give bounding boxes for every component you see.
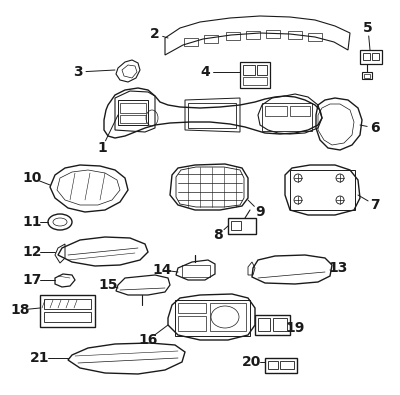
Bar <box>184 38 198 45</box>
Bar <box>268 361 278 369</box>
Bar <box>288 31 302 39</box>
Text: 14: 14 <box>152 263 172 277</box>
Bar <box>240 62 270 88</box>
Text: 1: 1 <box>97 141 107 155</box>
Text: 8: 8 <box>213 228 223 242</box>
Text: 16: 16 <box>138 333 158 347</box>
Bar <box>280 361 294 369</box>
Bar <box>246 31 260 39</box>
Bar <box>228 218 256 234</box>
Text: 2: 2 <box>150 27 160 41</box>
Text: 13: 13 <box>328 261 348 275</box>
Bar <box>372 53 379 60</box>
Bar <box>204 34 218 43</box>
Text: 17: 17 <box>22 273 42 287</box>
Bar <box>290 170 355 210</box>
Text: 3: 3 <box>73 65 83 79</box>
Bar <box>178 316 206 331</box>
Bar <box>175 300 250 336</box>
Bar <box>290 106 310 116</box>
Text: 5: 5 <box>363 21 373 35</box>
Bar <box>188 103 236 128</box>
Bar <box>178 303 206 313</box>
Bar <box>257 65 267 75</box>
Bar <box>182 265 210 277</box>
Bar <box>265 106 287 116</box>
Text: 20: 20 <box>242 355 262 369</box>
Text: 21: 21 <box>30 351 50 365</box>
Bar <box>120 115 146 123</box>
Bar <box>362 72 372 79</box>
Bar <box>265 358 297 373</box>
Text: 19: 19 <box>285 321 305 335</box>
Bar <box>120 103 146 113</box>
Bar <box>44 312 91 322</box>
Text: 7: 7 <box>370 198 380 212</box>
Bar <box>44 299 91 309</box>
Text: 6: 6 <box>370 121 380 135</box>
Text: 9: 9 <box>255 205 265 219</box>
Text: 10: 10 <box>22 171 42 185</box>
Text: 4: 4 <box>200 65 210 79</box>
Bar <box>273 318 287 331</box>
Bar <box>255 315 290 335</box>
Bar <box>243 77 267 85</box>
Bar <box>243 65 255 75</box>
Bar <box>360 50 382 64</box>
Bar <box>266 30 280 38</box>
Bar <box>262 103 312 131</box>
Bar <box>226 32 240 40</box>
Text: 18: 18 <box>10 303 30 317</box>
Bar <box>210 303 246 331</box>
Text: 12: 12 <box>22 245 42 259</box>
Text: 11: 11 <box>22 215 42 229</box>
Bar <box>118 100 148 125</box>
Bar <box>364 74 370 78</box>
Bar <box>231 221 241 230</box>
Bar <box>40 295 95 327</box>
Bar <box>363 53 370 60</box>
Bar <box>308 33 322 41</box>
Bar <box>258 318 270 331</box>
Text: 15: 15 <box>98 278 118 292</box>
